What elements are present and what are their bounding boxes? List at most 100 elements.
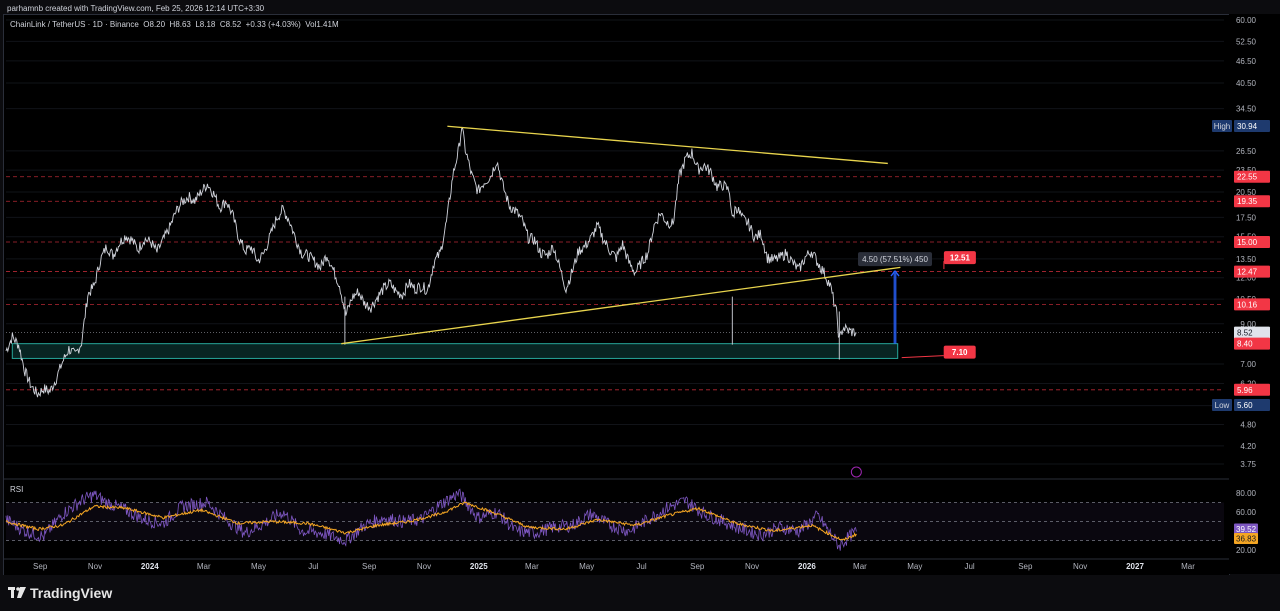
price-tick-label: 12.00 [1236,274,1257,283]
price-series-line[interactable] [5,127,857,398]
time-tick-label: Mar [1181,562,1195,571]
support-zone[interactable] [11,343,899,359]
horizontal-levels [6,176,1224,391]
rsi-line[interactable] [5,488,857,551]
time-tick-label: May [579,562,594,571]
rsi-badge-value: 39.52 [1236,525,1257,534]
close-label: C [219,20,226,29]
measure-label-text: 4.50 (57.51%) 450 [862,255,928,264]
rsi-badge-value: 36.83 [1236,535,1257,544]
time-tick-label: Nov [88,562,102,571]
brand-name: TradingView [30,585,113,601]
price-scale[interactable] [1229,14,1280,574]
target-callout-box[interactable] [943,345,976,359]
price-badge-value: 8.52 [1237,329,1253,338]
price-tick-label: 20.50 [1236,188,1257,197]
price-tick-label: 4.20 [1240,442,1256,451]
symbol-legend[interactable]: ChainLink / TetherUS · 1D · Binance O8.2… [10,20,339,29]
price-badge [1234,236,1270,248]
time-tick-label: Jul [308,562,318,571]
volume-value: 1.41M [316,20,339,29]
close-value: 8.52 [225,20,242,29]
time-tick-label: Sep [33,562,48,571]
low-label-text: Low [1215,401,1230,410]
volume-label: Vol [305,20,317,29]
price-tick-label: 34.50 [1236,105,1257,114]
change-value: +0.33 (+4.03%) [245,20,301,29]
target-callout-label: 7.10 [952,348,968,357]
price-tick-label: 7.00 [1240,360,1256,369]
price-badge-value: 5.96 [1237,386,1253,395]
price-tick-label: 23.50 [1236,166,1257,175]
descending-trendline[interactable] [447,125,888,165]
high-label-text: High [1214,122,1230,131]
trendlines-layer [341,125,901,345]
time-tick-label: Nov [417,562,431,571]
attribution-text: parhamnb created with TradingView.com, F… [7,4,265,13]
time-tick-label: Sep [362,562,377,571]
ascending-trendline[interactable] [341,266,901,345]
price-badge-value: 15.00 [1237,238,1258,247]
time-tick-label: Sep [1018,562,1033,571]
low-label: L [195,20,200,29]
price-tick-label: 26.50 [1236,147,1257,156]
symbol-name[interactable]: ChainLink / TetherUS · 1D · Binance [10,20,139,29]
price-badge-value: 12.47 [1237,268,1258,277]
time-tick-label: 2026 [798,562,816,571]
time-tick-label: Mar [525,562,539,571]
price-tick-label: 52.50 [1236,37,1257,46]
price-tick-label: 3.75 [1240,460,1256,469]
rsi-badge [1234,533,1258,545]
time-tick-label: Nov [1073,562,1087,571]
open-value: 8.20 [149,20,166,29]
target-callout-label: 12.51 [950,254,971,263]
rsi-tick-label: 80.00 [1236,489,1257,498]
time-tick-label: Nov [745,562,759,571]
price-badge-value: 30.94 [1237,122,1258,131]
rsi-tick-label: 20.00 [1236,546,1257,555]
measure-layer: 4.50 (57.51%) 450 12.51 7.10 [850,251,976,478]
measure-label-box [858,252,933,267]
rsi-pane [5,488,1224,551]
callout-leader [901,355,944,359]
time-tick-label: May [907,562,922,571]
price-tick-label: 13.50 [1236,255,1257,264]
support-zone-layer [11,343,899,359]
price-badge [1234,120,1270,133]
alert-flash-icon[interactable] [850,466,862,478]
price-tick-label: 17.50 [1236,213,1257,222]
rsi-label[interactable]: RSI [10,485,24,494]
open-label: O [143,20,150,29]
target-callout-box[interactable] [943,251,976,265]
high-value: 8.63 [175,20,191,29]
price-badge [1234,195,1270,208]
price-gridlines [6,19,1224,465]
low-label-box [1212,399,1232,412]
price-badge-value: 19.35 [1237,197,1258,206]
price-badge [1234,265,1270,278]
low-value: 8.18 [199,20,216,29]
time-tick-label: 2024 [141,562,159,571]
price-badge [1234,337,1270,350]
footer-bar [0,575,1280,611]
rsi-ma-line[interactable] [5,501,857,542]
high-label-box [1212,120,1232,133]
price-tick-label: 4.80 [1240,420,1256,429]
price-badge-value: 8.40 [1237,340,1253,349]
high-label: H [169,20,176,29]
price-badge [1234,170,1270,183]
rsi-badge [1234,523,1258,535]
price-badge [1234,298,1270,311]
price-badge-value: 10.16 [1237,300,1258,309]
tradingview-brand[interactable]: TradingView [8,585,112,601]
time-tick-label: Jul [636,562,646,571]
time-tick-label: 2025 [470,562,488,571]
chart-pane[interactable] [3,14,1230,576]
price-tick-label: 9.00 [1240,320,1256,329]
price-badges: High30.9422.5519.3515.0012.4710.168.5215… [1212,120,1270,545]
price-tick-label: 40.50 [1236,79,1257,88]
price-badge [1234,383,1270,396]
price-tick-label: 60.00 [1236,16,1257,25]
